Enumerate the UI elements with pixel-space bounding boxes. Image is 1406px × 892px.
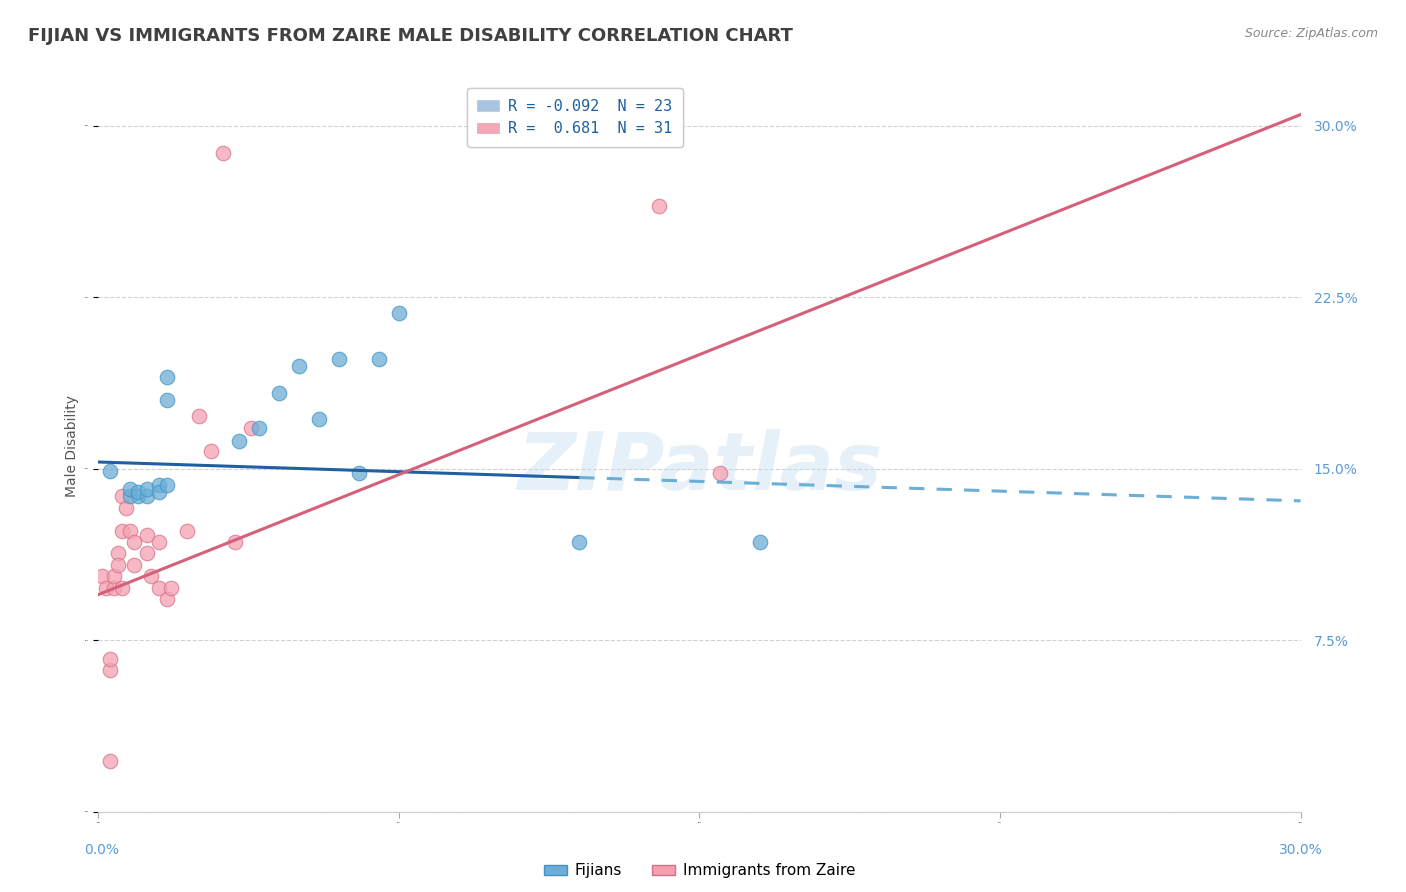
Point	[111, 524, 134, 538]
Point	[148, 535, 170, 549]
Point	[103, 581, 125, 595]
Point	[120, 483, 142, 497]
Point	[115, 500, 138, 515]
Point	[211, 146, 233, 161]
Point	[288, 359, 311, 373]
Point	[135, 483, 157, 497]
Text: FIJIAN VS IMMIGRANTS FROM ZAIRE MALE DISABILITY CORRELATION CHART: FIJIAN VS IMMIGRANTS FROM ZAIRE MALE DIS…	[28, 27, 793, 45]
Point	[748, 535, 770, 549]
Point	[124, 535, 146, 549]
Point	[155, 592, 177, 607]
Text: Source: ZipAtlas.com: Source: ZipAtlas.com	[1244, 27, 1378, 40]
Point	[159, 581, 181, 595]
Point	[100, 464, 122, 478]
Point	[100, 651, 122, 665]
Point	[120, 524, 142, 538]
Legend: R = -0.092  N = 23, R =  0.681  N = 31: R = -0.092 N = 23, R = 0.681 N = 31	[467, 88, 683, 147]
Point	[100, 755, 122, 769]
Point	[96, 581, 118, 595]
Point	[111, 581, 134, 595]
Point	[148, 484, 170, 499]
Point	[388, 306, 411, 320]
Point	[124, 558, 146, 572]
Point	[200, 443, 222, 458]
Point	[328, 352, 350, 367]
Point	[135, 489, 157, 503]
Point	[224, 535, 246, 549]
Point	[347, 467, 370, 481]
Point	[155, 393, 177, 408]
Point	[128, 484, 150, 499]
Point	[155, 370, 177, 384]
Point	[107, 546, 129, 560]
Point	[308, 411, 330, 425]
Point	[139, 569, 162, 583]
Point	[568, 535, 591, 549]
Point	[148, 478, 170, 492]
Y-axis label: Male Disability: Male Disability	[65, 395, 79, 497]
Point	[648, 199, 671, 213]
Point	[267, 386, 290, 401]
Point	[135, 546, 157, 560]
Point	[100, 663, 122, 677]
Point	[239, 420, 262, 434]
Point	[111, 489, 134, 503]
Point	[176, 524, 198, 538]
Point	[103, 569, 125, 583]
Point	[187, 409, 209, 424]
Point	[91, 569, 114, 583]
Point	[107, 558, 129, 572]
Point	[135, 528, 157, 542]
Point	[128, 489, 150, 503]
Text: ZIPatlas: ZIPatlas	[517, 429, 882, 507]
Text: 0.0%: 0.0%	[84, 843, 118, 857]
Point	[368, 352, 391, 367]
Point	[155, 478, 177, 492]
Point	[247, 420, 270, 434]
Point	[120, 489, 142, 503]
Text: 30.0%: 30.0%	[1278, 843, 1323, 857]
Point	[709, 467, 731, 481]
Point	[148, 581, 170, 595]
Point	[228, 434, 250, 449]
